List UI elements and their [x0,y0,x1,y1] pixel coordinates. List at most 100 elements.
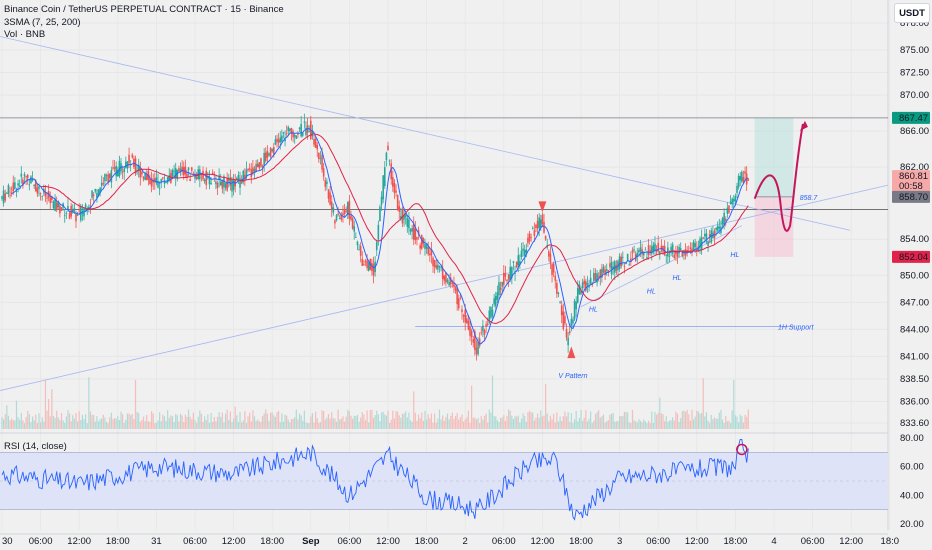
candle-body [41,195,44,197]
volume-bar [641,422,643,429]
volume-bar [284,414,286,429]
volume-bar [397,411,399,429]
volume-bar [631,409,634,429]
volume-bar [335,421,338,429]
volume-bar [667,422,669,429]
volume-bar [324,419,326,429]
candle-body [539,219,542,228]
currency-unit-button[interactable]: USDT [894,3,930,23]
candle-body [704,233,706,237]
candle-body [284,138,286,142]
candle-body [644,249,647,251]
candle-body [605,269,608,271]
candle-body [504,273,507,277]
volume-bar [573,419,576,429]
price-tick-label: 833.60 [900,418,929,429]
volume-bar [417,414,420,429]
volume-bar [676,413,679,429]
candle-body [581,282,584,289]
volume-bar [192,412,194,429]
projection-arrow-path [753,123,804,232]
volume-bar [107,423,109,429]
candle-body [493,298,495,305]
top-marker-triangle [538,201,547,213]
volume-bar [453,418,455,429]
candle-body [176,169,179,179]
candle-body [414,228,417,241]
volume-bar [257,419,259,429]
candle-body [88,206,90,209]
candle-body [329,192,331,205]
candle-body [366,260,368,268]
volume-bar [652,423,654,429]
volume-bar [139,421,141,429]
higher-low-label: HL [673,275,682,282]
candle-body [503,272,505,285]
volume-bar [216,416,219,429]
candle-body [68,212,71,219]
volume-bar [136,411,138,429]
candle-body [731,198,733,205]
candle-body [610,262,613,275]
candle-body [383,167,386,187]
volume-bar [607,420,609,429]
candle-body [464,309,466,323]
volume-bar [253,416,256,429]
volume-bar [495,416,497,429]
candle-body [319,157,322,159]
time-tick-label: 06:00 [183,536,207,547]
volume-bar [194,420,196,429]
candle-body [604,269,606,275]
candle-body [744,171,746,174]
candle-body [189,179,191,182]
candle-body [594,273,597,281]
time-tick-label: 12:00 [839,536,863,547]
candle-body [221,179,224,189]
candle-body [179,168,182,171]
candle-body [438,266,441,268]
volume-bar [570,413,572,429]
volume-bar [110,412,112,429]
candle-body [448,281,450,286]
candle-body [679,248,682,250]
volume-bar [668,420,671,429]
candle-body [89,205,92,207]
volume-bar [654,411,656,429]
volume-bar [511,415,513,429]
volume-bar [710,414,712,429]
volume-bar [556,412,558,429]
volume-bar [389,422,391,429]
volume-indicator-label[interactable]: Vol · BNB [4,29,46,40]
candle-body [153,178,156,182]
candle-body [155,177,158,184]
volume-bar [715,418,717,429]
rsi-indicator-label[interactable]: RSI (14, close) [4,441,67,452]
candle-body [207,176,209,179]
price-tick-label: 841.00 [900,351,929,362]
volume-bar [672,417,674,429]
candle-body [694,243,696,247]
volume-bar [575,410,577,429]
volume-bar [738,422,740,429]
volume-bar [630,423,632,429]
volume-bar [392,410,394,429]
volume-bar [627,412,629,429]
volume-bar [517,415,519,429]
candle-body [255,163,257,173]
volume-bar [490,412,492,429]
volume-bar [205,419,207,429]
candle-body [353,226,356,232]
volume-bar [252,410,254,429]
candle-body [716,225,719,231]
volume-bar [527,412,529,429]
candle-body [44,192,47,197]
candle-body [440,267,442,269]
candle-body [166,177,169,183]
candle-body [46,197,48,199]
sma-indicator-label[interactable]: 3SMA (7, 25, 200) [4,17,81,28]
time-tick-label: 4 [771,536,776,547]
volume-bar [491,375,494,429]
volume-bar [599,417,601,429]
volume-bar [212,421,214,429]
